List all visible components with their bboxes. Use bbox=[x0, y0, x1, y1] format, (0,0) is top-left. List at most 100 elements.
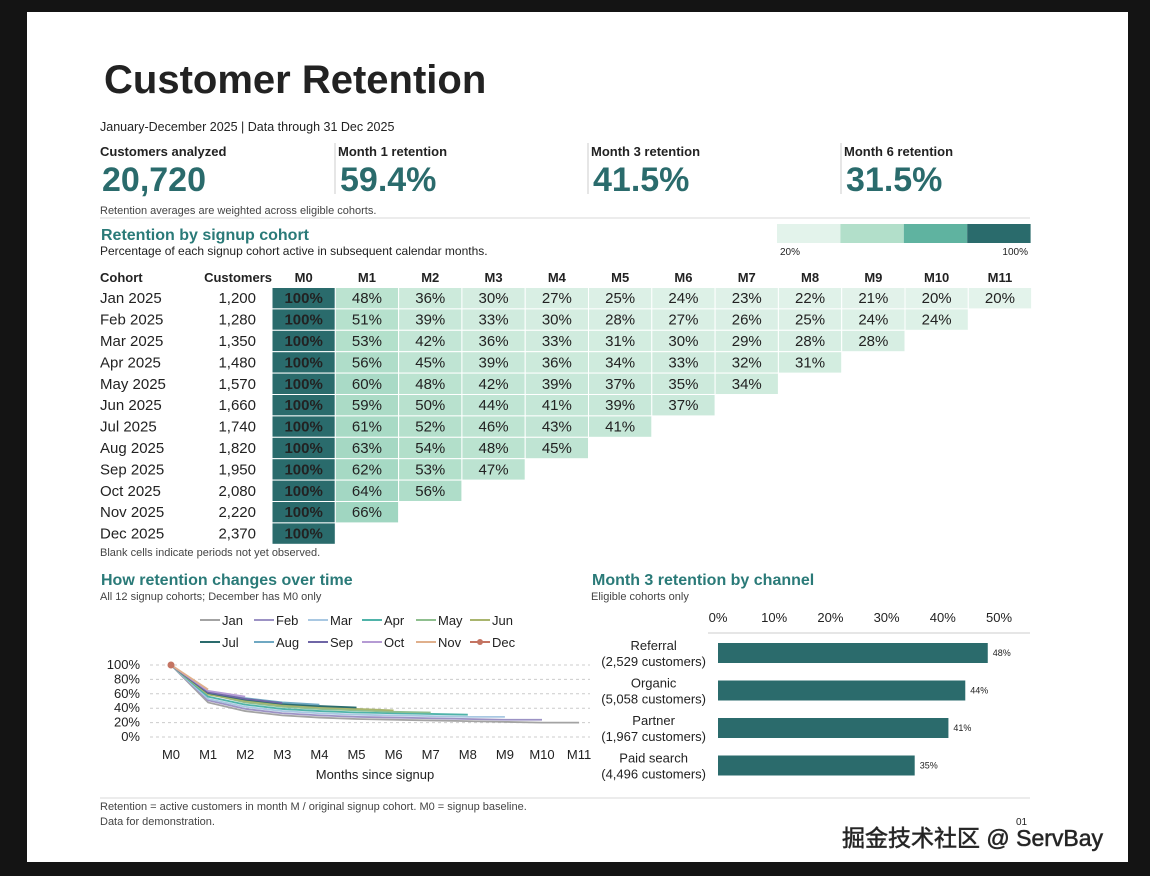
category-note: (5,058 customers) bbox=[601, 692, 706, 707]
x-tick-label: M8 bbox=[459, 747, 477, 762]
customers: 1,660 bbox=[218, 397, 256, 414]
heat-value: 100% bbox=[284, 290, 322, 307]
y-tick-label: 60% bbox=[114, 686, 140, 701]
cohort-label: Jul 2025 bbox=[100, 419, 157, 436]
heat-cell bbox=[967, 287, 1033, 310]
scale-label: 20% bbox=[780, 247, 800, 258]
bar bbox=[718, 755, 915, 776]
legend-label: Jan bbox=[222, 613, 243, 628]
customers: 1,200 bbox=[218, 290, 256, 307]
kpi-value: 31.5% bbox=[846, 161, 942, 199]
y-tick-label: 80% bbox=[114, 671, 140, 686]
heat-value: 20% bbox=[985, 290, 1015, 307]
heat-value: 36% bbox=[542, 354, 572, 371]
heat-value: 21% bbox=[858, 290, 888, 307]
customers: 1,570 bbox=[218, 376, 256, 393]
heat-value: 39% bbox=[605, 397, 635, 414]
heat-value: 26% bbox=[732, 312, 762, 329]
heat-value: 33% bbox=[542, 333, 572, 350]
heat-value: 100% bbox=[284, 419, 322, 436]
heat-value: 56% bbox=[415, 483, 445, 500]
kpi-value: 41.5% bbox=[593, 161, 689, 199]
heat-value: 63% bbox=[352, 440, 382, 457]
section-title: Retention by signup cohort bbox=[101, 227, 310, 244]
category-label: Partner bbox=[632, 713, 675, 728]
heat-value: 46% bbox=[479, 419, 509, 436]
heat-value: 41% bbox=[605, 419, 635, 436]
heat-value: 47% bbox=[479, 461, 509, 478]
customers: 1,740 bbox=[218, 419, 256, 436]
heat-value: 100% bbox=[284, 333, 322, 350]
heat-value: 35% bbox=[668, 376, 698, 393]
kpi-value: 59.4% bbox=[340, 161, 436, 199]
heat-value: 24% bbox=[668, 290, 698, 307]
heat-value: 100% bbox=[284, 376, 322, 393]
heat-value: 51% bbox=[352, 312, 382, 329]
x-tick-label: 20% bbox=[817, 610, 843, 625]
scale-swatch bbox=[903, 224, 968, 243]
series-line bbox=[170, 664, 468, 716]
heat-value: 48% bbox=[352, 290, 382, 307]
cohort-label: May 2025 bbox=[100, 376, 166, 393]
customers: 1,950 bbox=[218, 461, 256, 478]
heat-cell bbox=[904, 308, 969, 331]
heat-value: 54% bbox=[415, 440, 445, 457]
cohort-label: Feb 2025 bbox=[100, 312, 163, 329]
category-note: (2,529 customers) bbox=[601, 654, 706, 669]
category-label: Organic bbox=[631, 676, 677, 691]
heat-value: 50% bbox=[415, 397, 445, 414]
heat-value: 30% bbox=[542, 312, 572, 329]
x-tick-label: M3 bbox=[273, 747, 291, 762]
customers: 1,280 bbox=[218, 312, 256, 329]
cohort-label: Apr 2025 bbox=[100, 354, 161, 371]
x-tick-label: M7 bbox=[422, 747, 440, 762]
cohort-label: Oct 2025 bbox=[100, 483, 161, 500]
cohort-label: Sep 2025 bbox=[100, 461, 164, 478]
x-tick-label: M5 bbox=[347, 747, 365, 762]
column-header: M9 bbox=[864, 270, 882, 285]
heat-value: 64% bbox=[352, 483, 382, 500]
heat-value: 36% bbox=[479, 333, 509, 350]
heat-cell bbox=[588, 415, 653, 438]
cohort-label: Jan 2025 bbox=[100, 290, 162, 307]
customers: 1,480 bbox=[218, 354, 256, 371]
section-subtitle: Percentage of each signup cohort active … bbox=[100, 244, 488, 258]
x-tick-label: 30% bbox=[874, 610, 900, 625]
kpi-note: Retention averages are weighted across e… bbox=[100, 205, 376, 217]
heat-value: 28% bbox=[858, 333, 888, 350]
heat-cell bbox=[334, 501, 400, 524]
customers: 1,820 bbox=[218, 440, 256, 457]
heat-value: 28% bbox=[605, 312, 635, 329]
y-tick-label: 40% bbox=[114, 700, 140, 715]
bar bbox=[718, 718, 949, 738]
heat-value: 25% bbox=[605, 290, 635, 307]
heat-value: 30% bbox=[668, 333, 698, 350]
value-label: 41% bbox=[953, 723, 971, 733]
heat-value: 24% bbox=[858, 312, 888, 329]
category-label: Paid search bbox=[619, 751, 688, 766]
heat-value: 28% bbox=[795, 333, 825, 350]
bar bbox=[718, 643, 988, 663]
heat-value: 20% bbox=[922, 290, 952, 307]
x-tick-label: M2 bbox=[236, 747, 254, 762]
heat-value: 100% bbox=[284, 483, 322, 500]
customers: 1,350 bbox=[218, 333, 256, 350]
chart-subtitle: Eligible cohorts only bbox=[591, 591, 689, 603]
scale-label: 100% bbox=[1002, 247, 1028, 258]
heat-value: 31% bbox=[605, 333, 635, 350]
heat-value: 48% bbox=[479, 440, 509, 457]
legend-label: Oct bbox=[384, 635, 405, 650]
heat-value: 24% bbox=[922, 312, 952, 329]
column-header: M2 bbox=[421, 270, 439, 285]
legend-marker bbox=[477, 639, 483, 645]
x-axis-label: Months since signup bbox=[316, 767, 435, 782]
heat-value: 100% bbox=[284, 354, 322, 371]
heat-value: 36% bbox=[415, 290, 445, 307]
column-header: M1 bbox=[358, 270, 376, 285]
x-tick-label: M1 bbox=[199, 747, 217, 762]
chart-subtitle: All 12 signup cohorts; December has M0 o… bbox=[100, 591, 322, 603]
heat-value: 66% bbox=[352, 504, 382, 521]
heat-value: 100% bbox=[284, 461, 322, 478]
heat-value: 44% bbox=[479, 397, 509, 414]
heat-value: 39% bbox=[542, 376, 572, 393]
